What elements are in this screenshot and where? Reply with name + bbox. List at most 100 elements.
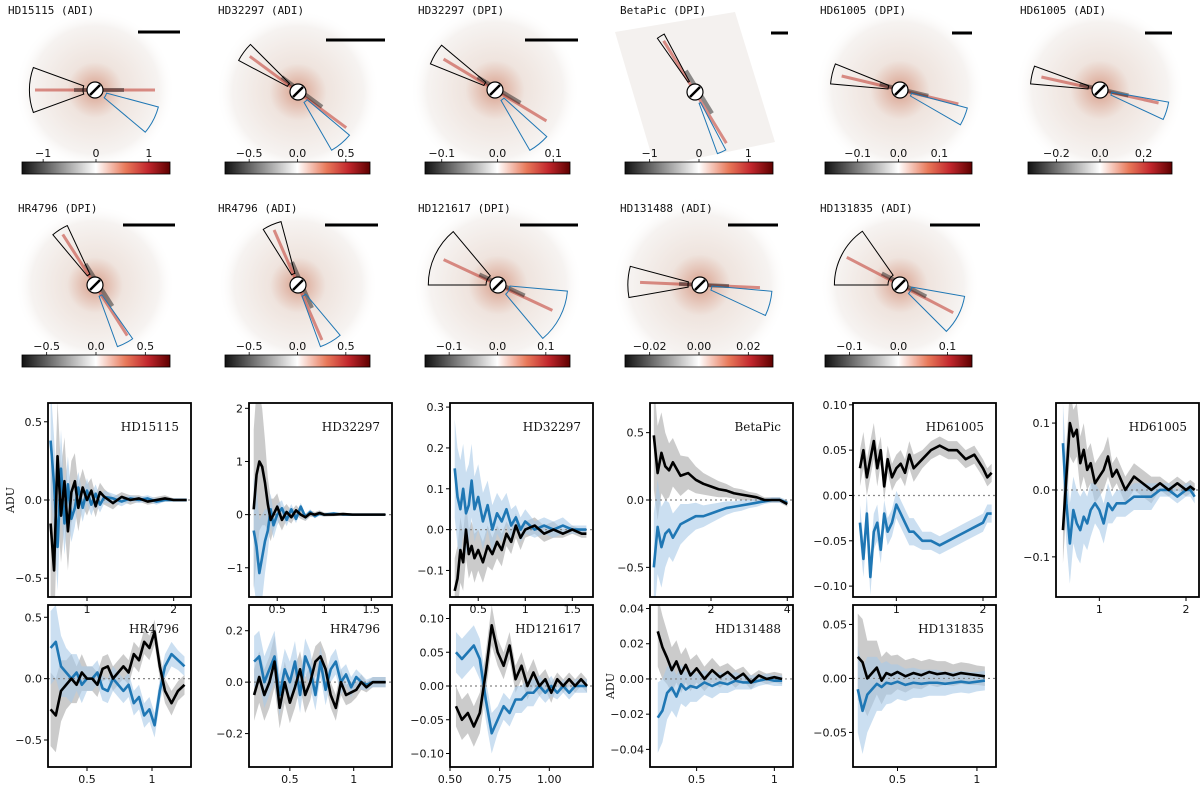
x-tick-label: 4 bbox=[784, 603, 791, 616]
uncertainty-band-blue bbox=[50, 605, 185, 738]
x-tick-label: 1.5 bbox=[363, 603, 381, 616]
y-tick-label: 0.2 bbox=[226, 625, 244, 638]
colorbar-tick-label: 0 bbox=[696, 147, 703, 160]
y-tick-label: −0.10 bbox=[410, 748, 444, 761]
black-sector-outline bbox=[656, 33, 691, 83]
y-tick-label: 0.05 bbox=[823, 444, 848, 457]
black-sector-outline bbox=[237, 43, 291, 88]
y-tick-label: 0.04 bbox=[620, 603, 645, 616]
y-tick-label: −0.1 bbox=[1023, 551, 1050, 564]
blue-sector-outline bbox=[303, 99, 351, 151]
black-sector-outline bbox=[1030, 65, 1090, 90]
uncertainty-band-black bbox=[50, 619, 185, 753]
x-tick-label: 1 bbox=[1096, 603, 1103, 616]
colorbar bbox=[424, 354, 571, 368]
colorbar-tick-label: 0.0 bbox=[1091, 147, 1109, 160]
colorbar-tick-label: 0.2 bbox=[1135, 147, 1153, 160]
colorbar bbox=[224, 161, 371, 175]
profile-plot: −1 0 1 2 0.5 1 1.5 HD32297 bbox=[227, 402, 393, 616]
x-tick-label: 1 bbox=[973, 773, 980, 785]
y-tick-label: 0.00 bbox=[823, 489, 848, 502]
colorbar-tick-label: 0.5 bbox=[137, 340, 155, 353]
image-panel: HD32297 (DPI) −0.1 0.0 0.1 bbox=[410, 4, 580, 175]
mask-hatch bbox=[292, 86, 304, 98]
x-tick-label: 0.5 bbox=[469, 603, 487, 616]
y-tick-label: 0.0 bbox=[226, 676, 244, 689]
black-sector-outline bbox=[262, 221, 296, 276]
uncertainty-band-black bbox=[859, 422, 992, 500]
mask-hatch bbox=[292, 279, 304, 291]
black-sector-outline bbox=[427, 230, 491, 286]
blue-sector-outline bbox=[1110, 91, 1170, 121]
mask-hatch bbox=[489, 84, 501, 96]
x-tick-label: 2 bbox=[1183, 603, 1190, 616]
series-line-black bbox=[252, 460, 386, 522]
blue-sector-outline bbox=[500, 97, 548, 152]
y-tick-label: 0.0 bbox=[25, 494, 43, 507]
y-tick-label: 0.00 bbox=[823, 672, 848, 685]
y-tick-label: −0.1 bbox=[417, 564, 444, 577]
x-tick-label: 1 bbox=[893, 603, 900, 616]
uncertainty-band-blue bbox=[454, 419, 587, 559]
plot-area bbox=[853, 422, 996, 596]
y-tick-label: 0.02 bbox=[620, 638, 645, 651]
y-tick-label: 0.0 bbox=[427, 524, 445, 537]
black-sector-outline bbox=[833, 230, 894, 286]
uncertainty-band-blue bbox=[50, 403, 187, 591]
x-tick-label: 1.00 bbox=[537, 773, 562, 785]
y-tick-label: 0.05 bbox=[823, 618, 848, 631]
y-tick-label: 2 bbox=[236, 402, 243, 415]
colorbar-tick-label: 0.0 bbox=[489, 340, 507, 353]
y-tick-label: 0.1 bbox=[427, 483, 445, 496]
profile-plot: −0.10 −0.05 0.00 0.05 0.10 0.50 0.75 1.00 HD1216… bbox=[410, 604, 594, 785]
colorbar-tick-label: −0.5 bbox=[236, 340, 263, 353]
colorbar-tick-label: 0.0 bbox=[289, 147, 307, 160]
image-panel: HD61005 (DPI) −0.1 0.0 0.1 bbox=[815, 4, 985, 175]
uncertainty-band-blue bbox=[1062, 403, 1195, 584]
series-line-black bbox=[252, 655, 386, 710]
series-line-blue bbox=[656, 677, 783, 719]
series-line-blue bbox=[858, 503, 992, 579]
y-tick-label: −0.10 bbox=[813, 580, 847, 593]
y-tick-label: −0.05 bbox=[813, 535, 847, 548]
plot-area bbox=[450, 605, 593, 754]
plot-area bbox=[650, 605, 793, 753]
series-line-blue bbox=[454, 644, 588, 735]
series-line-black bbox=[1061, 421, 1196, 531]
series-line-black bbox=[453, 524, 587, 592]
colorbar-tick-label: −1 bbox=[642, 147, 658, 160]
x-tick-label: 0.5 bbox=[268, 603, 286, 616]
image-panel: HD15115 (ADI) −1 0 1 bbox=[8, 4, 180, 175]
image-panel: HD32297 (ADI) −0.5 0.0 0.5 bbox=[216, 4, 385, 175]
y-tick-label: 0.5 bbox=[25, 611, 43, 624]
blue-sector-outline bbox=[907, 286, 966, 333]
blue-sector-outline bbox=[103, 92, 159, 133]
image-title: HD15115 (ADI) bbox=[8, 4, 94, 17]
colorbar-tick-label: 0.00 bbox=[687, 340, 712, 353]
plot-target-label: HD61005 bbox=[926, 420, 984, 434]
image-title: HD32297 (ADI) bbox=[218, 4, 304, 17]
colorbar-tick-label: −0.5 bbox=[236, 147, 263, 160]
blue-sector-outline bbox=[909, 92, 968, 126]
image-title: HR4796 (DPI) bbox=[18, 202, 97, 215]
colorbar bbox=[624, 161, 774, 175]
y-tick-label: 0.5 bbox=[25, 416, 43, 429]
plot-area bbox=[48, 605, 191, 753]
image-panel: HD131835 (ADI) −0.1 0.0 0.1 bbox=[820, 202, 980, 368]
series-line-black bbox=[454, 623, 589, 728]
colorbar-tick-label: −0.02 bbox=[633, 340, 667, 353]
plot-frame bbox=[852, 604, 997, 768]
profile-plot: −0.20.00.20.51HR4796r [″] bbox=[216, 604, 393, 785]
x-tick-label: 0.5 bbox=[889, 773, 907, 785]
plot-target-label: HD32297 bbox=[523, 420, 581, 434]
image-title: HD61005 (ADI) bbox=[1020, 4, 1106, 17]
colorbar-tick-label: −0.1 bbox=[836, 340, 863, 353]
series-line-black bbox=[652, 435, 788, 506]
series-line-blue bbox=[49, 440, 187, 549]
uncertainty-band-black bbox=[653, 403, 788, 521]
plot-target-label: HD61005 bbox=[1129, 420, 1187, 434]
colorbar-tick-label: 0 bbox=[93, 147, 100, 160]
image-panel: HD61005 (ADI) −0.2 0.0 0.2 bbox=[1015, 4, 1185, 175]
colorbar-tick-label: 0.1 bbox=[931, 147, 949, 160]
